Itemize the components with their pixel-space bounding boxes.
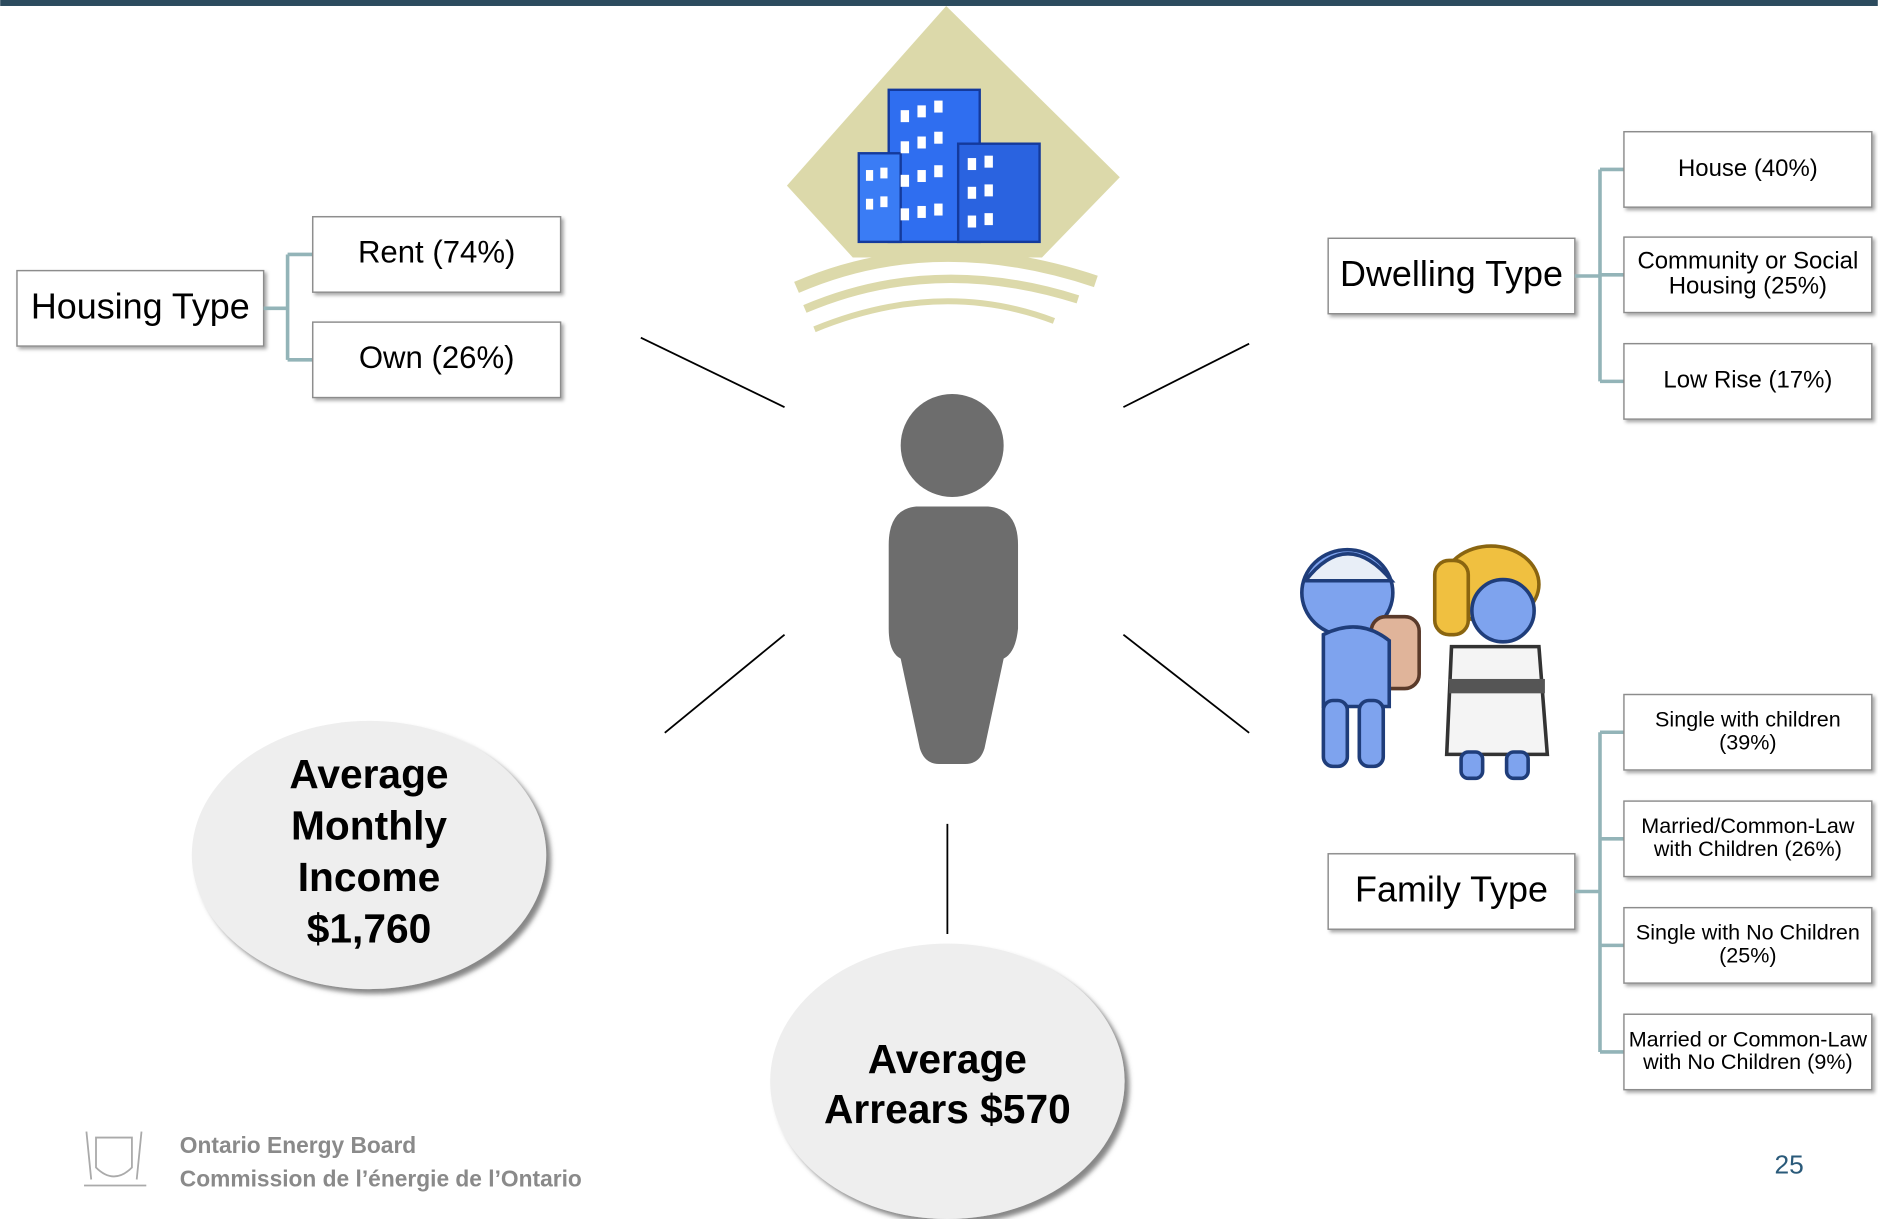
item-box — [1623, 236, 1873, 314]
top-bar — [0, 0, 1878, 6]
item-label: Single with No Children — [1636, 920, 1860, 945]
item-box — [312, 321, 562, 399]
item-label: Married/Common-Law — [1641, 813, 1855, 838]
item-box — [1623, 906, 1873, 984]
item-label: Married or Common-Law — [1629, 1026, 1868, 1051]
item-label: (25%) — [1719, 942, 1776, 967]
item-label: Low Rise (17%) — [1663, 367, 1832, 394]
item-box — [1623, 1013, 1873, 1091]
connector — [1574, 730, 1624, 1054]
connector — [1574, 167, 1624, 384]
item-label: with No Children (9%) — [1642, 1049, 1853, 1074]
ray — [664, 633, 786, 734]
income-bubble — [191, 720, 547, 990]
connector — [263, 252, 313, 362]
arrears-bubble — [770, 943, 1125, 1219]
income-text: Monthly — [291, 802, 447, 848]
page-number: 25 — [1775, 1149, 1804, 1179]
kids-icon — [1300, 544, 1550, 781]
item-label: Own (26%) — [359, 340, 515, 375]
person-icon — [888, 393, 1019, 764]
item-label: Community or Social — [1637, 248, 1858, 275]
item-box — [1623, 131, 1873, 208]
income-text: Income — [298, 854, 441, 900]
item-label: with Children (26%) — [1653, 836, 1842, 861]
ray — [1123, 342, 1250, 408]
item-label: Housing (25%) — [1669, 273, 1827, 300]
item-box — [1623, 800, 1873, 878]
building-icon — [786, 5, 1120, 333]
ray — [1122, 633, 1250, 734]
item-box — [1623, 693, 1873, 771]
item-label: Rent (74%) — [358, 235, 515, 270]
arrears-text: Average — [868, 1036, 1027, 1082]
category-label: Housing Type — [31, 285, 250, 326]
item-label: (39%) — [1719, 729, 1776, 754]
category-label: Dwelling Type — [1340, 253, 1563, 294]
item-box — [1623, 342, 1873, 420]
org-name-en: Ontario Energy Board — [180, 1132, 416, 1158]
arrears-text: Arrears $570 — [824, 1086, 1071, 1132]
income-text: Average — [289, 751, 448, 797]
income-text: $1,760 — [307, 905, 431, 951]
category-box — [16, 269, 265, 347]
ontario-logo — [84, 1131, 147, 1187]
rays — [640, 336, 1250, 935]
org-name-fr: Commission de l’énergie de l’Ontario — [180, 1166, 582, 1192]
ray — [640, 336, 785, 408]
category-box — [1327, 853, 1576, 930]
category-box — [1327, 237, 1576, 315]
item-label: House (40%) — [1678, 155, 1818, 182]
category-label: Family Type — [1355, 869, 1548, 910]
item-box — [312, 216, 562, 293]
item-label: Single with children — [1655, 707, 1841, 732]
